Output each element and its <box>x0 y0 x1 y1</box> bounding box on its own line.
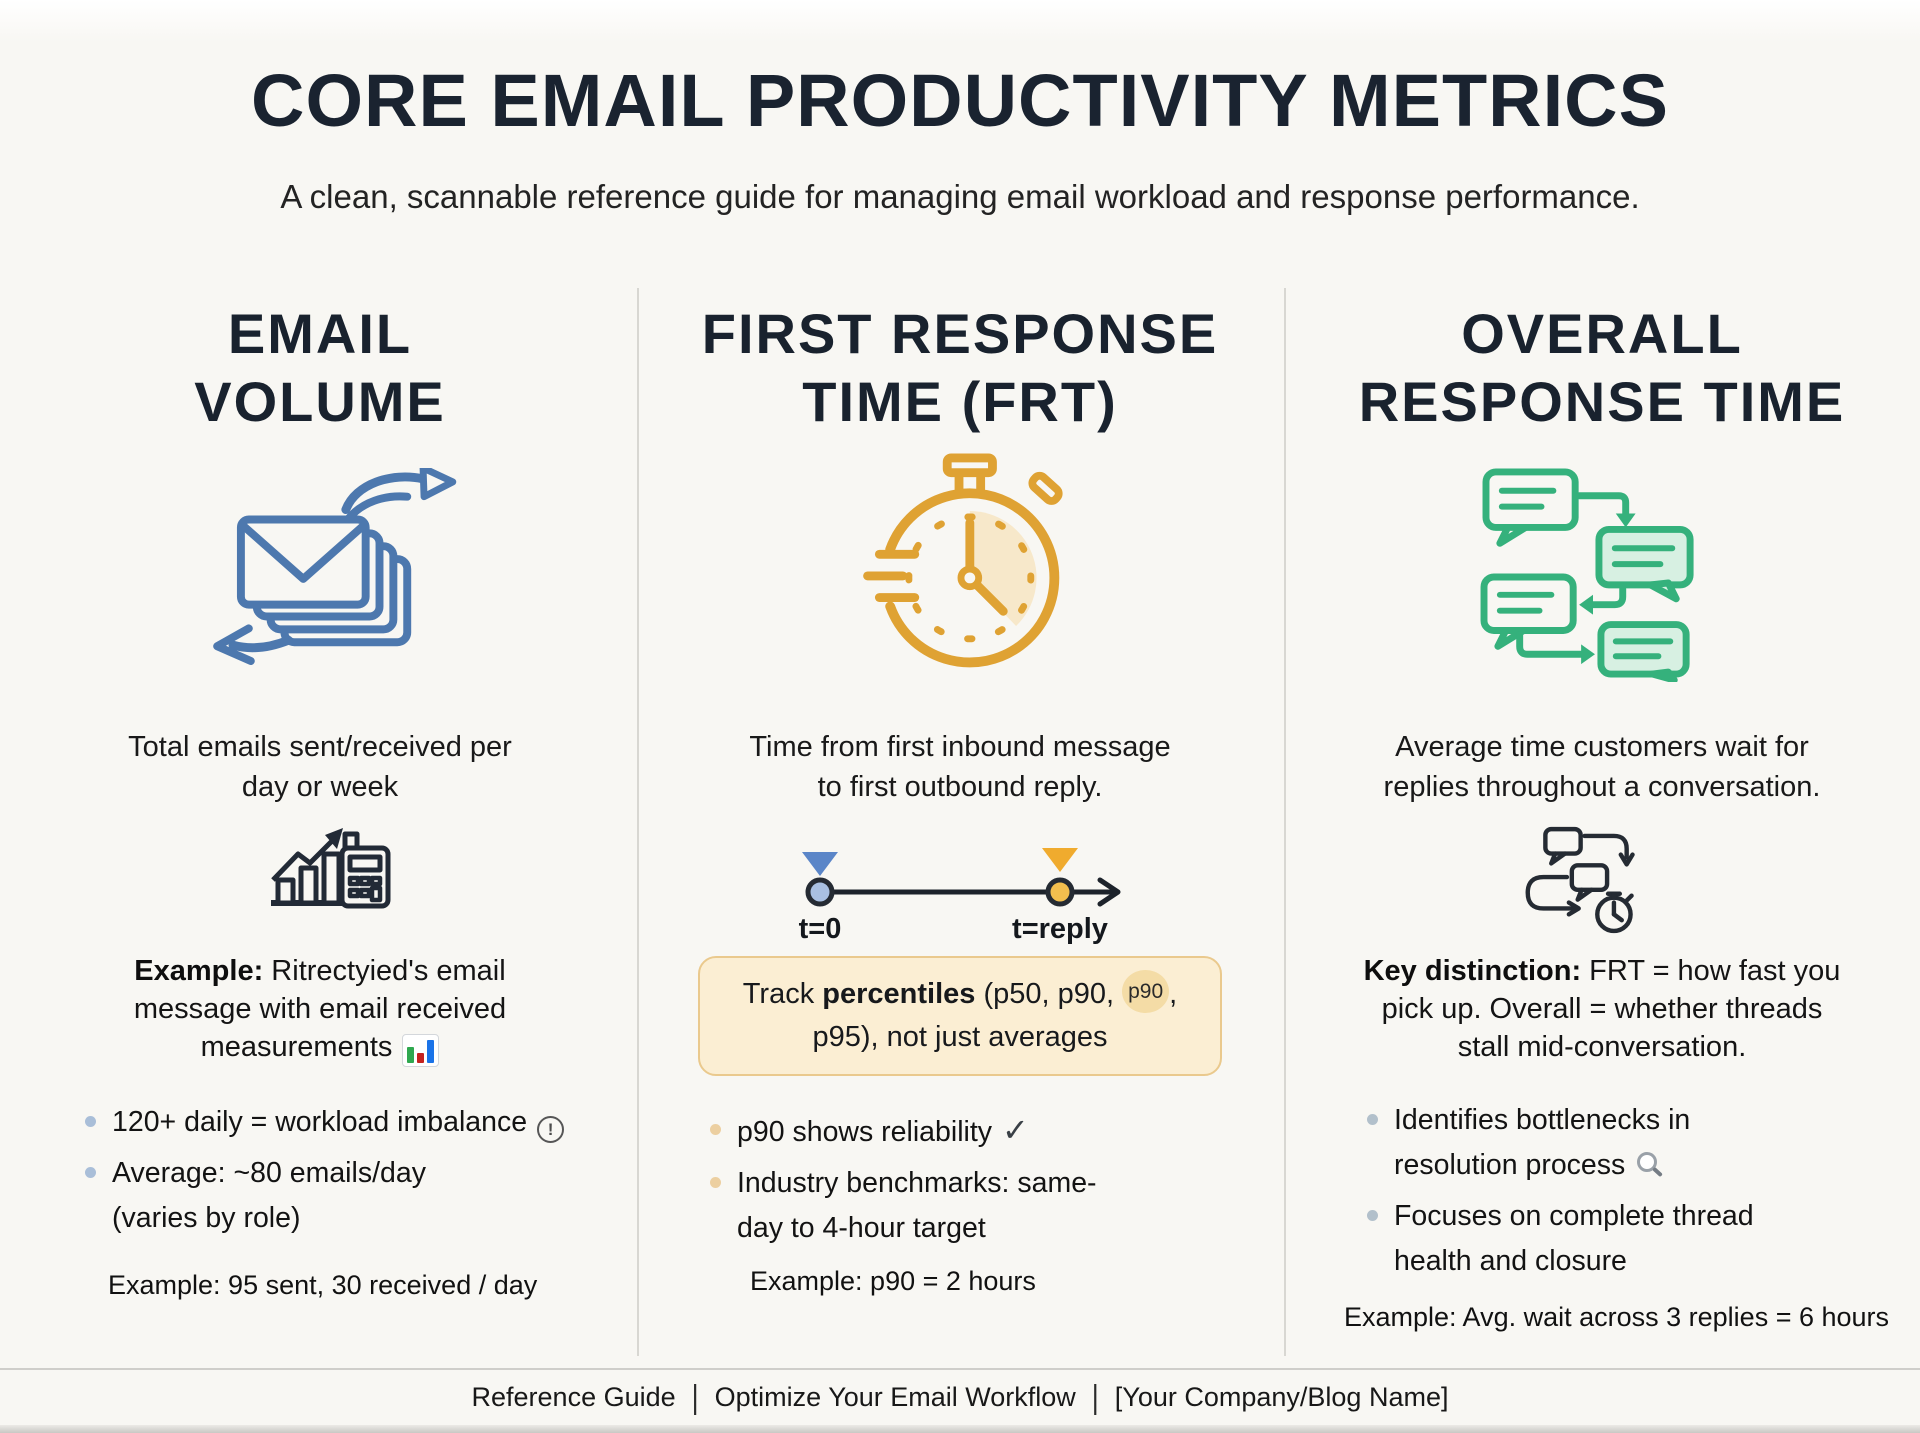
top-edge-strip <box>0 0 1920 42</box>
highlight-callout: Track percentiles (p50, p90, p90, p95), … <box>698 956 1222 1076</box>
column-divider <box>1284 288 1286 1356</box>
timeline-end-label: t=reply <box>1012 913 1108 945</box>
bullet-list: Identifies bottlenecks in resolution pro… <box>1367 1098 1892 1290</box>
bullet-text: Industry benchmarks: same- day to 4-hour… <box>737 1167 1097 1244</box>
key-distinction-note: Key distinction: FRT = how fast you pick… <box>1363 955 1841 1063</box>
footer-item: Reference Guide <box>471 1382 676 1412</box>
bullet-item: Industry benchmarks: same- day to 4-hour… <box>710 1161 1246 1251</box>
column-title: OVERALL RESPONSE TIME <box>1358 302 1846 433</box>
column-first-response-time: FIRST RESPONSE TIME (FRT) <box>668 240 1252 1405</box>
chat-thread-flow-icon <box>1312 466 1892 682</box>
bullet-text: Average: ~80 emails/day (varies by role) <box>112 1157 426 1234</box>
bullet-item: 120+ daily = workload imbalance! <box>85 1100 594 1145</box>
bottom-edge-strip <box>0 1425 1920 1433</box>
bullet-list: p90 shows reliability ✓ Industry benchmar… <box>710 1108 1246 1257</box>
column-example: Example: p90 = 2 hours <box>750 1266 1036 1296</box>
bullet-item: p90 shows reliability ✓ <box>710 1108 1246 1155</box>
column-example: Example: 95 sent, 30 received / day <box>108 1270 538 1300</box>
footer-item: [Your Company/Blog Name] <box>1114 1382 1449 1412</box>
column-email-volume: EMAIL VOLUME Total emails sent/ <box>40 240 600 1405</box>
bullet-text: Focuses on complete thread health and cl… <box>1394 1200 1754 1277</box>
footer-separator: | <box>691 1378 699 1416</box>
bullet-item: Identifies bottlenecks in resolution pro… <box>1367 1098 1892 1188</box>
bullet-dot <box>710 1124 721 1135</box>
column-divider <box>637 288 639 1356</box>
reply-marker-triangle <box>1042 848 1078 872</box>
bullet-dot <box>85 1116 96 1127</box>
column-overall-response-time: OVERALL RESPONSE TIME <box>1312 240 1892 1405</box>
column-description: Time from first inbound message to first… <box>749 731 1171 803</box>
timeline-start-dot <box>805 877 835 907</box>
bullet-text: p90 shows reliability ✓ <box>737 1112 1029 1148</box>
p90-badge: p90 <box>1122 970 1170 1013</box>
highlight-text: Track percentiles (p50, p90, p90, p95), … <box>712 970 1208 1058</box>
stopwatch-icon <box>668 452 1252 688</box>
bullet-dot <box>85 1167 96 1178</box>
checkmark-icon: ✓ <box>1002 1112 1029 1148</box>
bullet-text: Identifies bottlenecks in resolution pro… <box>1394 1104 1691 1181</box>
bullet-text: 120+ daily = workload imbalance! <box>112 1100 565 1145</box>
timeline-reply-dot <box>1045 877 1075 907</box>
inbound-marker-triangle <box>802 852 838 876</box>
footer-divider <box>0 1368 1920 1370</box>
bullet-list: 120+ daily = workload imbalance! Average… <box>85 1100 594 1247</box>
footer: Reference Guide | Optimize Your Email Work… <box>0 1378 1920 1416</box>
chat-loop-clock-icon <box>1312 824 1892 940</box>
page-title: CORE EMAIL PRODUCTIVITY METRICS <box>251 59 1669 142</box>
bullet-item: Focuses on complete thread health and cl… <box>1367 1194 1892 1284</box>
bullet-dot <box>710 1177 721 1188</box>
timeline-start-label: t=0 <box>799 913 842 945</box>
bar-chart-emoji-icon <box>402 1034 440 1067</box>
bullet-dot <box>1367 1210 1378 1221</box>
bullet-item: Average: ~80 emails/day (varies by role) <box>85 1151 594 1241</box>
column-title: EMAIL VOLUME <box>194 302 446 433</box>
frt-timeline: t=0 t=reply <box>668 832 1252 950</box>
footer-separator: | <box>1091 1378 1099 1416</box>
column-example: Example: Avg. wait across 3 replies = 6 … <box>1344 1302 1890 1332</box>
bullet-dot <box>1367 1114 1378 1125</box>
example-note: Example: Ritrectyied's email message wit… <box>40 952 600 1067</box>
page-subtitle: A clean, scannable reference guide for m… <box>280 178 1640 215</box>
magnifier-icon <box>1635 1151 1663 1177</box>
bar-chart-calculator-icon <box>40 814 600 914</box>
footer-item: Optimize Your Email Workflow <box>714 1382 1076 1412</box>
column-description: Total emails sent/received per day or we… <box>128 731 512 803</box>
envelopes-send-receive-icon <box>40 468 600 666</box>
column-title: FIRST RESPONSE TIME (FRT) <box>701 302 1219 433</box>
column-description: Average time customers wait for replies … <box>1383 731 1821 803</box>
circled-exclamation-icon: ! <box>537 1116 565 1143</box>
